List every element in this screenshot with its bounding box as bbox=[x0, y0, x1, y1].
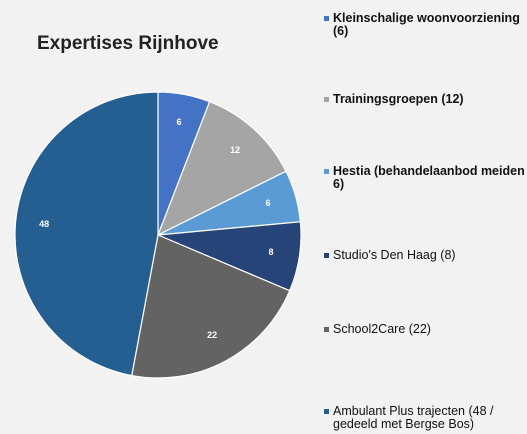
legend-label: Ambulant Plus trajecten (48 / gedeeld me… bbox=[333, 405, 494, 431]
legend-label: Hestia (behandelaanbod meiden 6) bbox=[333, 165, 525, 191]
legend-label: Kleinschalige woonvoorziening (6) bbox=[333, 12, 520, 38]
legend-item: Trainingsgroepen (12) bbox=[324, 93, 527, 106]
chart-title: Expertises Rijnhove bbox=[37, 33, 219, 54]
data-label: 48 bbox=[39, 219, 49, 229]
legend-swatch bbox=[324, 327, 329, 332]
data-label: 8 bbox=[269, 247, 274, 257]
legend-label: School2Care (22) bbox=[333, 323, 431, 336]
data-label: 6 bbox=[177, 117, 182, 127]
legend-item: School2Care (22) bbox=[324, 323, 527, 336]
legend-item: Ambulant Plus trajecten (48 / gedeeld me… bbox=[324, 405, 527, 431]
legend-swatch bbox=[324, 97, 329, 102]
legend-swatch bbox=[324, 16, 329, 21]
legend-swatch bbox=[324, 409, 329, 414]
data-label: 12 bbox=[230, 145, 240, 155]
legend-swatch bbox=[324, 253, 329, 258]
pie-slice bbox=[156, 100, 287, 237]
data-label: 6 bbox=[266, 198, 271, 208]
legend-label: Studio's Den Haag (8) bbox=[333, 249, 456, 262]
legend-item: Hestia (behandelaanbod meiden 6) bbox=[324, 165, 527, 191]
legend-label: Trainingsgroepen (12) bbox=[333, 93, 464, 106]
pie-slice bbox=[131, 234, 291, 379]
data-label: 22 bbox=[207, 330, 217, 340]
legend-swatch bbox=[324, 169, 329, 174]
legend-item: Studio's Den Haag (8) bbox=[324, 249, 527, 262]
legend-item: Kleinschalige woonvoorziening (6) bbox=[324, 12, 527, 38]
pie-slice bbox=[14, 91, 159, 377]
